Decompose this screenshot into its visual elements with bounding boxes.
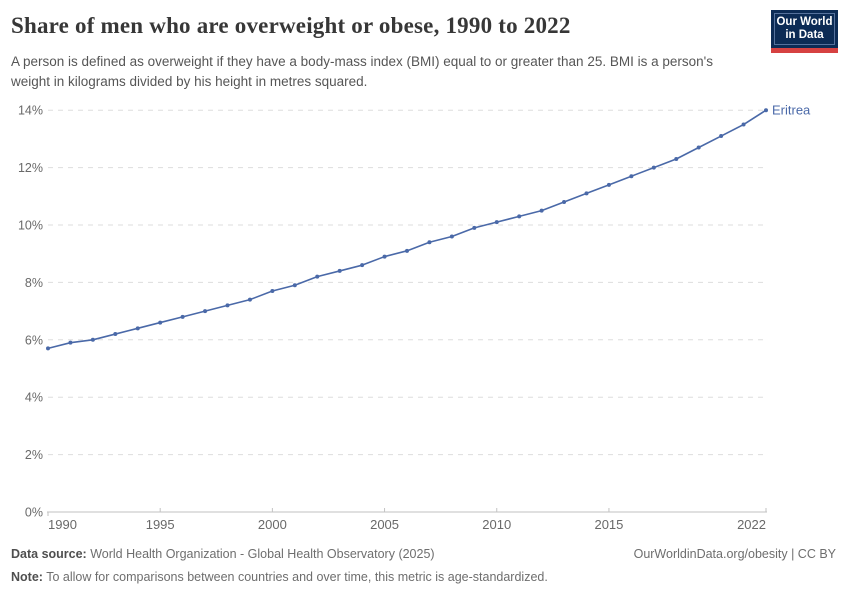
owid-logo-line1: Our World [776,15,833,28]
y-tick-label: 6% [25,333,43,347]
owid-logo-stripe [771,48,838,53]
owid-license-link[interactable]: OurWorldinData.org/obesity | CC BY [633,547,836,561]
chart-subtitle: A person is defined as overweight if the… [11,54,713,90]
x-tick-label: 1990 [48,517,77,532]
data-source-text: World Health Organization - Global Healt… [86,547,435,561]
data-point [427,240,432,245]
y-tick-label: 4% [25,391,43,405]
data-point [135,326,140,331]
data-point [651,165,656,170]
data-source-label: Data source: [11,547,87,561]
data-point [449,234,454,239]
data-point [247,297,252,302]
note-text: To allow for comparisons between countri… [42,569,548,584]
y-tick-label: 12% [18,161,43,175]
data-point [539,208,544,213]
data-point [158,320,163,325]
y-tick-label: 10% [18,219,43,233]
data-point [382,254,387,259]
data-point [719,134,724,139]
data-point [562,200,567,205]
data-point [696,145,701,150]
data-point [741,122,746,127]
line-chart[interactable]: 0% 2% 4% 6% 8% 10% 12% 14% 1990 1995 2000 2005 2010 2… [0,92,850,540]
x-tick-label: 2000 [258,517,287,532]
data-point [270,289,275,294]
data-point [360,263,365,268]
owid-logo-line2: in Data [785,29,824,41]
data-point [764,108,768,113]
data-point [292,283,297,288]
data-point [68,340,73,345]
data-point [674,156,679,161]
data-point [606,182,611,187]
data-point [494,220,499,225]
y-tick-label: 0% [25,506,43,520]
x-tick-label: 2005 [370,517,399,532]
data-point [315,274,320,279]
note: Note: To allow for comparisons between c… [11,569,548,587]
data-point [225,303,230,308]
x-tick-label: 2010 [482,517,511,532]
x-tick-label: 2022 [737,517,766,532]
data-point [203,309,208,314]
series-line[interactable] [47,109,767,350]
owid-logo[interactable]: Our World in Data [771,10,838,53]
x-tick-label: 2015 [594,517,623,532]
y-tick-label: 14% [18,104,43,118]
data-point [180,314,185,319]
data-point [90,337,95,342]
series-end-label[interactable]: Eritrea [772,103,811,118]
owid-logo-text: Our World in Data [774,13,835,45]
x-tick-label: 1995 [146,517,175,532]
y-tick-label: 8% [25,276,43,290]
data-point [517,214,522,219]
data-point [405,248,409,253]
y-tick-label: 2% [25,448,43,462]
data-point [584,191,589,196]
data-point [472,225,477,230]
data-point [337,268,342,273]
page-title: Share of men who are overweight or obese… [11,13,571,38]
data-point [629,174,634,179]
chart-footer: Data source: World Health Organization -… [11,546,836,586]
data-point [46,346,50,351]
data-source: Data source: World Health Organization -… [11,546,435,564]
note-label: Note: [11,569,43,584]
data-point [113,332,118,337]
